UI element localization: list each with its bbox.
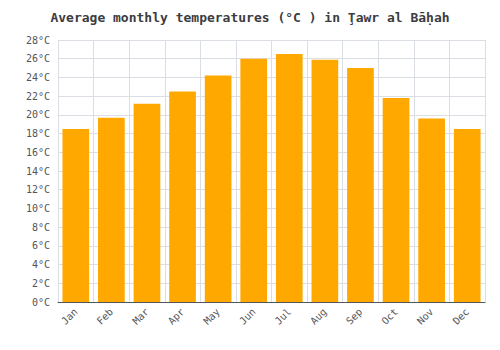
svg-text:4°C: 4°C: [32, 259, 50, 270]
svg-text:12°C: 12°C: [26, 184, 50, 195]
svg-text:Aug: Aug: [308, 306, 329, 327]
svg-text:6°C: 6°C: [32, 240, 50, 251]
svg-text:Feb: Feb: [95, 306, 116, 327]
svg-text:Jun: Jun: [237, 306, 258, 327]
svg-text:Sep: Sep: [344, 306, 365, 327]
svg-text:0°C: 0°C: [32, 297, 50, 308]
svg-text:Dec: Dec: [451, 306, 472, 327]
svg-text:18°C: 18°C: [26, 128, 50, 139]
svg-text:10°C: 10°C: [26, 203, 50, 214]
svg-text:24°C: 24°C: [26, 72, 50, 83]
svg-text:May: May: [201, 306, 222, 327]
svg-text:20°C: 20°C: [26, 109, 50, 120]
svg-text:8°C: 8°C: [32, 222, 50, 233]
svg-text:Average monthly temperatures (: Average monthly temperatures (°C ) in Ţa…: [50, 10, 449, 25]
svg-text:Nov: Nov: [415, 306, 436, 327]
svg-text:Jan: Jan: [59, 306, 80, 327]
svg-text:Apr: Apr: [166, 306, 187, 327]
svg-text:16°C: 16°C: [26, 147, 50, 158]
svg-text:2°C: 2°C: [32, 278, 50, 289]
svg-text:Jul: Jul: [273, 306, 294, 327]
svg-text:14°C: 14°C: [26, 166, 50, 177]
svg-text:Mar: Mar: [130, 306, 151, 327]
svg-text:26°C: 26°C: [26, 53, 50, 64]
svg-text:22°C: 22°C: [26, 91, 50, 102]
svg-text:28°C: 28°C: [26, 35, 50, 46]
svg-text:Oct: Oct: [379, 306, 400, 327]
